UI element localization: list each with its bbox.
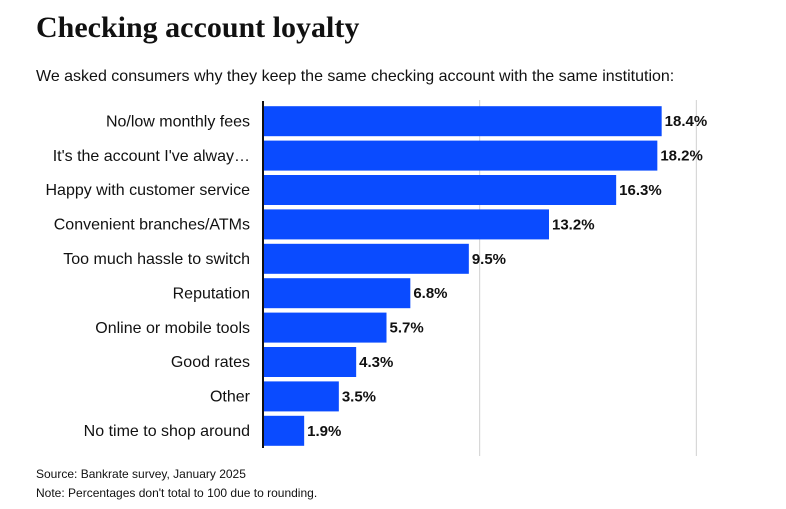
bar: [263, 347, 357, 377]
value-label: 9.5%: [472, 251, 506, 268]
value-label: 6.8%: [413, 285, 447, 302]
value-label: 4.3%: [359, 354, 393, 371]
bar: [263, 415, 305, 446]
y-tick-label: Happy with customer service: [45, 182, 250, 199]
value-label: 18.4%: [665, 113, 708, 130]
bar: [263, 278, 411, 309]
footnote: Note: Percentages don't total to 100 due…: [36, 486, 317, 500]
bar: [263, 140, 658, 171]
chart-title: Checking account loyalty: [36, 11, 359, 44]
bar: [263, 106, 662, 137]
bar: [263, 209, 549, 240]
bar: [263, 175, 617, 205]
value-label: 5.7%: [390, 320, 424, 337]
y-tick-label: Too much hassle to switch: [63, 251, 250, 268]
bar: [263, 381, 339, 412]
y-tick-label: No/low monthly fees: [106, 113, 250, 130]
y-tick-label: Good rates: [171, 354, 250, 371]
bar: [263, 243, 469, 274]
source-note: Source: Bankrate survey, January 2025: [36, 467, 246, 481]
y-tick-label: Other: [210, 389, 251, 406]
value-label: 1.9%: [307, 423, 341, 440]
value-label: 13.2%: [552, 216, 595, 233]
value-label: 3.5%: [342, 388, 376, 405]
y-tick-label: Reputation: [173, 285, 250, 302]
chart-subtitle: We asked consumers why they keep the sam…: [36, 68, 674, 85]
y-tick-label: Convenient branches/ATMs: [54, 217, 250, 234]
y-tick-label: No time to shop around: [84, 423, 250, 440]
value-label: 18.2%: [660, 148, 703, 165]
value-label: 16.3%: [619, 182, 662, 199]
y-tick-label: It's the account I've alway…: [53, 148, 250, 165]
y-tick-label: Online or mobile tools: [95, 320, 250, 337]
bar: [263, 312, 387, 343]
